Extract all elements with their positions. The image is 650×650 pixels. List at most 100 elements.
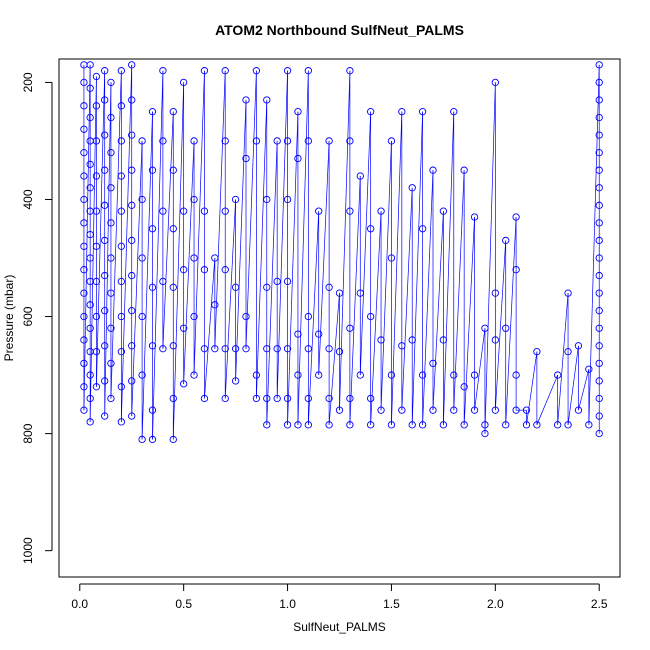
data-point [86, 418, 94, 426]
data-point [502, 421, 510, 429]
data-point [346, 67, 354, 75]
data-point [263, 96, 271, 104]
data-point [86, 371, 94, 379]
data-point [283, 277, 292, 286]
data-point [80, 102, 88, 110]
data-point [356, 371, 364, 379]
data-point [574, 406, 583, 414]
data-point [128, 166, 136, 174]
data-point [169, 342, 177, 350]
data-point [200, 67, 209, 75]
data-point [148, 406, 157, 414]
data-point [117, 67, 125, 75]
data-point [470, 213, 479, 221]
x-tick-label: 0.0 [71, 597, 88, 611]
data-point [491, 78, 499, 87]
data-point [574, 342, 583, 350]
data-point [117, 348, 125, 356]
data-point [190, 195, 198, 204]
data-point [595, 61, 603, 69]
data-point [252, 137, 261, 145]
data-point [595, 113, 603, 122]
data-point [429, 406, 437, 414]
data-point [180, 380, 188, 388]
data-point [283, 421, 292, 429]
data-point [101, 166, 109, 174]
data-point [92, 72, 101, 81]
data-point [200, 266, 209, 274]
data-point [564, 348, 572, 356]
data-point [595, 342, 603, 350]
data-point [273, 345, 281, 353]
data-point [335, 406, 344, 414]
data-point [86, 84, 94, 92]
series-line-segment [204, 257, 216, 399]
series-points [80, 61, 603, 444]
data-point [211, 301, 219, 309]
data-point [117, 242, 125, 250]
data-point [585, 365, 593, 373]
data-point [80, 383, 88, 391]
data-point [325, 421, 333, 429]
data-point [169, 166, 177, 174]
x-tick-label: 1.5 [383, 597, 400, 611]
data-point [408, 184, 416, 192]
data-point [80, 148, 88, 157]
data-point [346, 137, 354, 145]
data-point [159, 345, 167, 353]
data-point [595, 148, 603, 157]
data-point [283, 195, 292, 204]
data-point [273, 394, 281, 403]
data-point [80, 78, 88, 87]
data-point [554, 371, 562, 379]
data-point [80, 219, 88, 227]
series-line-segment [370, 211, 382, 425]
data-point [101, 412, 109, 420]
data-point [138, 312, 146, 321]
x-tick-label: 1.0 [279, 597, 296, 611]
data-point [564, 289, 572, 297]
data-point [138, 435, 146, 444]
data-point [190, 254, 198, 262]
data-point [86, 301, 94, 309]
data-point [80, 195, 88, 204]
y-axis: 200 400 600 800 1000 [21, 72, 53, 564]
data-point [460, 383, 468, 391]
data-point [138, 137, 146, 145]
data-point [304, 394, 312, 403]
data-point [325, 137, 333, 145]
data-point [101, 201, 109, 209]
series-line-segment [214, 70, 226, 349]
series-line-segment [131, 140, 143, 417]
data-point [595, 289, 603, 297]
y-tick-label: 800 [21, 423, 35, 443]
data-point [107, 219, 115, 227]
data-point [128, 307, 136, 315]
data-point [242, 345, 250, 353]
data-point [585, 421, 593, 429]
data-point [502, 324, 510, 332]
data-point [356, 289, 364, 297]
data-point [356, 172, 364, 180]
data-point [263, 421, 271, 429]
data-point [512, 406, 520, 414]
data-point [107, 289, 115, 297]
data-point [128, 412, 136, 420]
data-point [387, 421, 396, 429]
data-point [325, 283, 333, 291]
data-point [304, 137, 312, 145]
series-line-segment [578, 369, 590, 411]
data-point [252, 67, 261, 75]
series-line-segment [453, 170, 465, 411]
x-axis-label: SulfNeut_PALMS [293, 620, 386, 634]
data-point [180, 266, 188, 274]
data-point [86, 61, 94, 69]
series-line-segment [224, 199, 236, 399]
data-point [128, 96, 136, 104]
series-line-segment [266, 140, 278, 425]
data-point [377, 336, 385, 344]
data-point [80, 125, 88, 133]
data-point [148, 166, 157, 174]
series-line-segment [104, 82, 112, 417]
